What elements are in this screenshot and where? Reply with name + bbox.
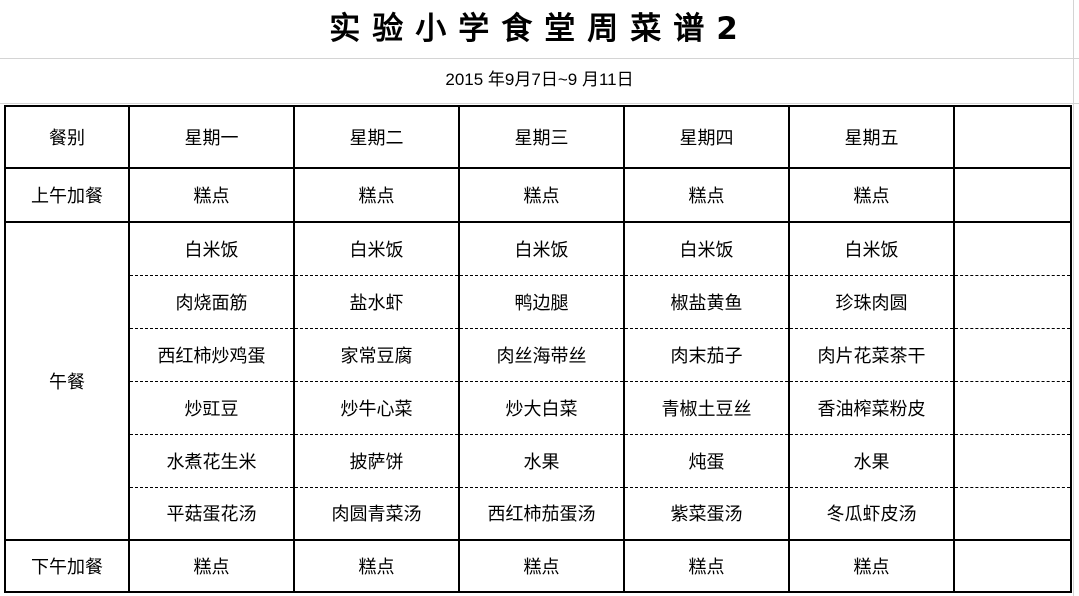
menu-cell: 糕点 [788,167,955,223]
menu-cell: 白米饭 [293,221,460,276]
menu-cell: 香油榨菜粉皮 [788,380,955,435]
menu-cell: 平菇蛋花汤 [128,486,295,541]
day-header: 星期一 [128,105,295,169]
menu-cell: 肉烧面筋 [128,274,295,329]
menu-cell [953,380,1072,435]
date-range: 2015 年9月7日~9 月11日 [445,70,634,89]
menu-cell: 肉片花菜茶干 [788,327,955,382]
menu-cell: 肉丝海带丝 [458,327,625,382]
menu-cell: 珍珠肉圆 [788,274,955,329]
menu-cell: 糕点 [458,167,625,223]
day-header: 星期五 [788,105,955,169]
afternoon-snack-row: 下午加餐 糕点 糕点 糕点 糕点 糕点 [4,539,1072,593]
meal-label: 下午加餐 [4,539,130,593]
lunch-row: 水煮花生米 披萨饼 水果 炖蛋 水果 [5,433,1072,488]
sheet-gridline [0,103,1079,104]
meal-header: 餐别 [4,105,130,169]
lunch-row: 午餐 白米饭 白米饭 白米饭 白米饭 白米饭 [4,221,1072,541]
lunch-row: 炒豇豆 炒牛心菜 炒大白菜 青椒土豆丝 香油榨菜粉皮 [5,380,1072,435]
morning-snack-row: 上午加餐 糕点 糕点 糕点 糕点 糕点 [4,167,1072,223]
menu-cell: 冬瓜虾皮汤 [788,486,955,541]
menu-cell [953,486,1072,541]
menu-cell: 糕点 [128,539,295,593]
menu-cell: 白米饭 [788,221,955,276]
menu-cell: 白米饭 [458,221,625,276]
page-title: 实验小学食堂周菜谱2 [329,11,750,47]
menu-cell: 糕点 [788,539,955,593]
menu-cell: 鸭边腿 [458,274,625,329]
menu-cell [953,539,1072,593]
menu-cell: 糕点 [293,167,460,223]
menu-cell: 肉圆青菜汤 [293,486,460,541]
day-header: 星期二 [293,105,460,169]
menu-cell: 家常豆腐 [293,327,460,382]
menu-cell: 白米饭 [128,221,295,276]
menu-cell [953,433,1072,488]
menu-cell: 青椒土豆丝 [623,380,790,435]
menu-cell: 糕点 [623,167,790,223]
menu-cell: 水煮花生米 [128,433,295,488]
menu-cell [953,221,1072,276]
menu-cell [953,167,1072,223]
menu-cell: 水果 [788,433,955,488]
meal-label: 上午加餐 [4,167,130,223]
menu-cell: 炒大白菜 [458,380,625,435]
menu-cell: 水果 [458,433,625,488]
menu-cell: 盐水虾 [293,274,460,329]
sheet-gridline [1073,0,1074,596]
menu-cell [953,327,1072,382]
menu-cell: 西红柿炒鸡蛋 [128,327,295,382]
menu-cell: 糕点 [623,539,790,593]
menu-cell: 炒豇豆 [128,380,295,435]
lunch-row: 西红柿炒鸡蛋 家常豆腐 肉丝海带丝 肉末茄子 肉片花菜茶干 [5,327,1072,382]
day-header: 星期三 [458,105,625,169]
menu-cell [953,274,1072,329]
menu-cell: 炒牛心菜 [293,380,460,435]
lunch-row: 肉烧面筋 盐水虾 鸭边腿 椒盐黄鱼 珍珠肉圆 [5,274,1072,329]
lunch-row: 平菇蛋花汤 肉圆青菜汤 西红柿茄蛋汤 紫菜蛋汤 冬瓜虾皮汤 [5,486,1072,541]
meal-label: 午餐 [4,221,130,541]
menu-cell: 糕点 [458,539,625,593]
header-row: 餐别 星期一 星期二 星期三 星期四 星期五 [4,105,1072,169]
menu-table: 餐别 星期一 星期二 星期三 星期四 星期五 上午加餐 糕点 糕点 糕点 糕点 … [4,105,1072,593]
menu-cell: 紫菜蛋汤 [623,486,790,541]
menu-cell: 肉末茄子 [623,327,790,382]
menu-cell: 糕点 [128,167,295,223]
day-header: 星期四 [623,105,790,169]
empty-header [953,105,1072,169]
menu-cell: 披萨饼 [293,433,460,488]
menu-cell: 椒盐黄鱼 [623,274,790,329]
menu-cell: 炖蛋 [623,433,790,488]
menu-cell: 糕点 [293,539,460,593]
sheet-gridline [0,58,1079,59]
menu-cell: 西红柿茄蛋汤 [458,486,625,541]
menu-cell: 白米饭 [623,221,790,276]
